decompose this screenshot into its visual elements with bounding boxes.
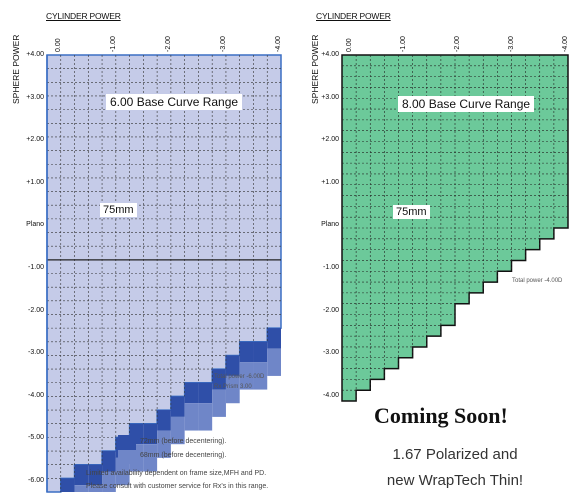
left-72mm-band-cell <box>212 369 226 390</box>
right-sph-tick-label: +2.00 <box>321 136 339 144</box>
left-total-power-note: Total power -6.00D <box>214 374 265 380</box>
left-68mm-band-cell <box>157 430 171 458</box>
left-72mm-band-cell <box>225 355 240 376</box>
left-72mm-band-cell <box>239 341 254 363</box>
left-68mm-band-cell <box>88 485 103 492</box>
right-mm-label: 75mm <box>393 205 430 219</box>
right-range-label: 8.00 Base Curve Range <box>398 96 535 112</box>
left-sph-tick-label: -3.00 <box>28 349 44 357</box>
left-68mm-band-cell <box>143 444 158 472</box>
left-sph-tick-label: -6.00 <box>28 477 44 484</box>
left-72mm-band-cell <box>198 382 213 404</box>
left-72mm-band-cell <box>253 341 268 363</box>
left-72mm-band-cell <box>157 410 171 431</box>
left-68mm-band-cell <box>225 375 240 404</box>
left-sph-tick-label: +4.00 <box>26 51 44 58</box>
right-cylinder-axis-title: CYLINDER POWER <box>316 11 391 21</box>
left-sph-tick-label: -2.00 <box>28 306 44 314</box>
left-sph-tick-label: +3.00 <box>26 93 44 101</box>
right-sph-tick-label: -3.00 <box>323 349 339 357</box>
right-sph-tick-label: +4.00 <box>321 51 339 58</box>
coming-soon-headline: Coming Soon! <box>374 403 508 428</box>
left-72mm-band-cell <box>102 451 116 472</box>
left-68mm-band-cell <box>212 389 226 417</box>
right-sph-tick-label: +3.00 <box>321 93 339 101</box>
right-sph-tick-label: Plano <box>321 221 339 229</box>
right-sph-tick-label: +1.00 <box>321 178 339 186</box>
left-footnote-line-1: Limited availability dependent on frame … <box>86 470 267 477</box>
left-68mm-band-cell <box>115 457 130 486</box>
right-sph-tick-label: -1.00 <box>323 264 339 271</box>
left-72mm-band-cell <box>60 478 75 492</box>
left-68mm-band-cell <box>253 362 268 390</box>
left-72mm-band-cell <box>143 423 158 445</box>
left-sph-tick-label: +2.00 <box>26 136 44 144</box>
left-mm-label: 75mm <box>100 203 137 217</box>
left-sph-tick-label: -1.00 <box>28 264 44 271</box>
left-sph-tick-label: -5.00 <box>28 434 44 442</box>
left-sph-tick-label: Plano <box>26 221 44 229</box>
left-68mm-band-cell <box>102 471 116 492</box>
left-72mm-band-cell <box>267 328 281 349</box>
left-sph-tick-label: -4.00 <box>28 391 44 399</box>
promo-line-2: new WrapTech Thin! <box>386 472 524 489</box>
left-prism-note: Rx Prism 3.00 <box>214 384 252 390</box>
left-68mm-band-cell <box>239 362 254 390</box>
left-68mm-band-cell <box>198 403 213 431</box>
legend-68mm-label: 68mm (before decentering). <box>140 452 227 459</box>
left-72mm-band-cell <box>184 382 199 404</box>
left-72mm-band-cell <box>88 464 103 486</box>
legend-swatch-68mm <box>118 450 136 464</box>
left-sph-tick-label: +1.00 <box>26 178 44 186</box>
left-range-label: 6.00 Base Curve Range <box>106 94 243 110</box>
right-sph-tick-label: -2.00 <box>323 306 339 314</box>
legend-swatch-72mm <box>118 435 136 450</box>
left-footnote-line-2: Please consult with customer service for… <box>86 483 269 490</box>
left-68mm-band-cell <box>267 348 281 376</box>
left-cylinder-axis-title: CYLINDER POWER <box>46 11 121 21</box>
right-total-power-note: Total power -4.00D <box>512 278 563 284</box>
left-68mm-band-cell <box>184 403 199 431</box>
left-72mm-band-cell <box>170 396 185 417</box>
legend-72mm-label: 72mm (before decentering). <box>140 438 227 445</box>
left-68mm-band-cell <box>170 416 185 445</box>
right-sph-tick-label: -4.00 <box>323 391 339 399</box>
left-72mm-band-cell <box>74 464 89 486</box>
promo-line-1: 1.67 Polarized and <box>392 446 518 463</box>
left-68mm-band-cell <box>74 485 89 492</box>
